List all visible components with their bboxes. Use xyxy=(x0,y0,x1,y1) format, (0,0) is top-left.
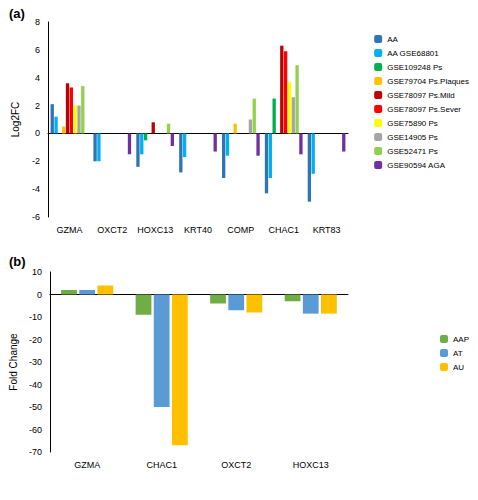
svg-text:4: 4 xyxy=(35,73,40,83)
svg-text:OXCT2: OXCT2 xyxy=(221,460,251,470)
svg-text:GSE75890 Ps: GSE75890 Ps xyxy=(387,119,438,128)
svg-text:AA GSE68801: AA GSE68801 xyxy=(387,49,439,58)
svg-text:GZMA: GZMA xyxy=(74,460,100,470)
svg-text:GSE109248 Ps: GSE109248 Ps xyxy=(387,63,442,72)
svg-text:2: 2 xyxy=(35,101,40,111)
svg-text:KRT83: KRT83 xyxy=(313,225,341,235)
svg-text:Log2FC: Log2FC xyxy=(10,102,21,138)
svg-text:-40: -40 xyxy=(29,380,42,390)
svg-text:-2: -2 xyxy=(32,156,40,166)
svg-text:0: 0 xyxy=(35,128,40,138)
svg-text:OXCT2: OXCT2 xyxy=(97,225,127,235)
svg-text:HOXC13: HOXC13 xyxy=(293,460,329,470)
svg-text:(a): (a) xyxy=(9,6,25,21)
svg-text:GSE52471 Ps: GSE52471 Ps xyxy=(387,147,438,156)
svg-text:HOXC13: HOXC13 xyxy=(137,225,173,235)
svg-text:0: 0 xyxy=(37,290,42,300)
svg-text:10: 10 xyxy=(32,267,42,277)
svg-text:6: 6 xyxy=(35,45,40,55)
svg-text:GSE79704 Ps.Plaques: GSE79704 Ps.Plaques xyxy=(387,77,469,86)
svg-text:GSE78097 Ps.Mild: GSE78097 Ps.Mild xyxy=(387,91,455,100)
svg-text:GZMA: GZMA xyxy=(56,225,82,235)
svg-text:AU: AU xyxy=(453,363,464,372)
svg-text:Fold Change: Fold Change xyxy=(8,333,19,391)
svg-text:AT: AT xyxy=(453,349,463,358)
svg-text:AA: AA xyxy=(387,35,398,44)
svg-text:8: 8 xyxy=(35,17,40,27)
svg-text:AAP: AAP xyxy=(453,335,469,344)
svg-text:GSE14905 Ps: GSE14905 Ps xyxy=(387,133,438,142)
svg-text:GSE90594 AGA: GSE90594 AGA xyxy=(387,161,445,170)
svg-text:-30: -30 xyxy=(29,357,42,367)
svg-text:COMP: COMP xyxy=(227,225,254,235)
svg-text:-10: -10 xyxy=(29,312,42,322)
svg-text:(b): (b) xyxy=(9,254,26,269)
svg-text:GSE78097 Ps.Sever: GSE78097 Ps.Sever xyxy=(387,105,461,114)
svg-text:-60: -60 xyxy=(29,425,42,435)
svg-text:-50: -50 xyxy=(29,402,42,412)
svg-text:-20: -20 xyxy=(29,335,42,345)
svg-text:-6: -6 xyxy=(32,212,40,222)
svg-text:CHAC1: CHAC1 xyxy=(268,225,299,235)
svg-text:-70: -70 xyxy=(29,447,42,457)
svg-text:CHAC1: CHAC1 xyxy=(146,460,177,470)
svg-text:KRT40: KRT40 xyxy=(184,225,212,235)
svg-text:-4: -4 xyxy=(32,184,40,194)
